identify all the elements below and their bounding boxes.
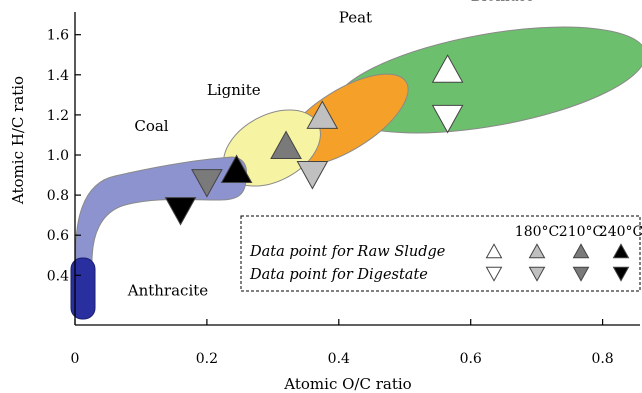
region-labels: Anthracite Coal Lignite Peat Biomass bbox=[127, 0, 534, 299]
legend-temp-label: 210°C bbox=[559, 224, 603, 240]
y-axis-label: Atomic H/C ratio bbox=[9, 76, 27, 205]
digestate-marker-raw bbox=[431, 104, 464, 134]
x-tick-label: 0.6 bbox=[460, 351, 482, 367]
legend-marker bbox=[528, 266, 546, 282]
axes: 0.4 0.6 0.8 1.0 1.2 1.4 1.6 1.8 0 0.2 0.4 0.6 0.8 bbox=[47, 0, 640, 367]
y-tick-label: 0.6 bbox=[47, 228, 69, 244]
digestate-marker-180c bbox=[296, 161, 329, 190]
region-label-biomass: Biomass bbox=[471, 0, 534, 5]
y-tick-label: 1.8 bbox=[47, 0, 69, 4]
y-tick-label: 1.4 bbox=[47, 68, 69, 84]
region-anthracite bbox=[70, 257, 96, 320]
region-label-coal: Coal bbox=[134, 117, 168, 135]
region-coal bbox=[75, 156, 247, 263]
raw-sludge-marker-180c bbox=[306, 100, 339, 129]
legend-marker bbox=[572, 243, 590, 259]
x-axis-label: Atomic O/C ratio bbox=[283, 375, 411, 393]
raw-sludge-marker-210c bbox=[270, 130, 302, 159]
data-markers bbox=[164, 54, 464, 226]
legend-row-label: Data point for Digestate bbox=[249, 267, 428, 283]
legend-temp-label: 180°C bbox=[515, 224, 559, 240]
y-tick-label: 1.2 bbox=[47, 108, 69, 124]
y-tick-label: 1.6 bbox=[47, 28, 69, 44]
x-tick-label: 0.4 bbox=[328, 351, 350, 367]
legend-marker bbox=[485, 266, 503, 282]
raw-sludge-marker-240c bbox=[220, 154, 253, 184]
legend-marker bbox=[528, 243, 546, 259]
region-label-peat: Peat bbox=[339, 9, 372, 27]
legend-marker bbox=[485, 243, 503, 259]
raw-sludge-marker-raw bbox=[431, 54, 464, 83]
region-label-anthracite: Anthracite bbox=[127, 281, 209, 299]
digestate-marker-210c bbox=[191, 169, 223, 198]
x-tick-label: 0 bbox=[71, 351, 80, 367]
legend-temp-label: 240°C bbox=[599, 224, 642, 240]
legend-marker bbox=[612, 266, 630, 282]
y-tick-label: 0.8 bbox=[47, 188, 69, 204]
x-tick-label: 0.2 bbox=[196, 351, 218, 367]
x-tick-label: 0.8 bbox=[591, 351, 613, 367]
legend-row-label: Data point for Raw Sludge bbox=[249, 244, 445, 260]
legend-marker bbox=[572, 266, 590, 282]
legend-marker bbox=[612, 243, 630, 259]
region-label-lignite: Lignite bbox=[207, 81, 261, 99]
y-tick-label: 1.0 bbox=[47, 148, 69, 164]
digestate-marker-240c bbox=[164, 197, 197, 226]
y-tick-label: 0.4 bbox=[47, 268, 69, 284]
